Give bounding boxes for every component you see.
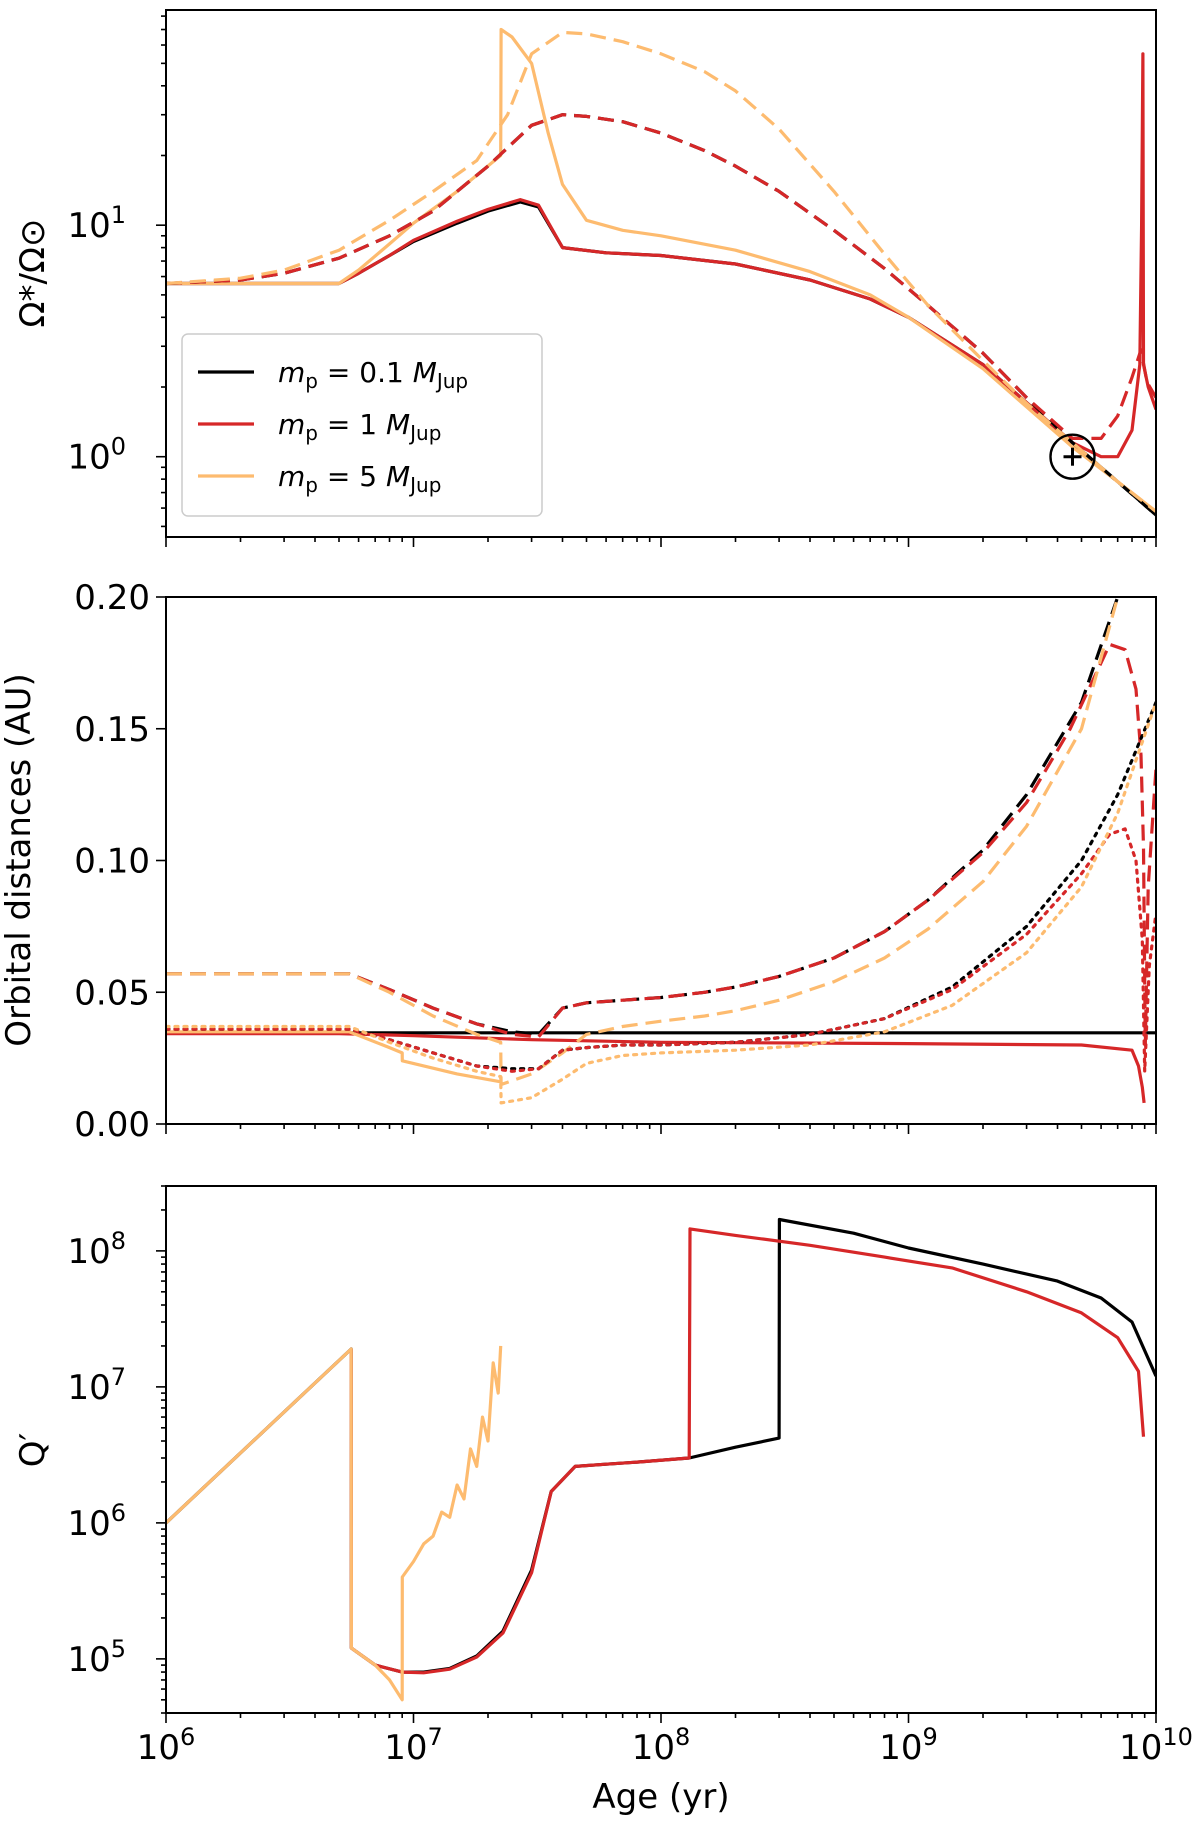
panel-distances-series-7 <box>166 827 1156 1073</box>
panel-omega-ytick-label: 100 <box>67 433 126 478</box>
panel-q-xtick-label: 108 <box>632 1723 691 1768</box>
panel-distances-series-2 <box>166 1030 501 1084</box>
panel-q-xtick-label: 106 <box>137 1723 196 1768</box>
panel-omega-series-5 <box>166 30 1156 513</box>
legend-label-0-1: mp = 0.1 MJup <box>278 356 468 393</box>
panel-q-series-2 <box>166 1345 503 1702</box>
panel-omega-series-1 <box>166 52 1156 459</box>
panel-distances-ytick-label: 0.15 <box>74 710 150 750</box>
panel-distances-series-4 <box>166 642 1156 1047</box>
legend-label-1: mp = 1 MJup <box>278 408 441 445</box>
panel-q-series-0 <box>166 1217 1156 1674</box>
q-y-axis-label: Q′ <box>13 1433 53 1467</box>
panel-q-xtick-label: 109 <box>879 1723 938 1768</box>
legend: mp = 0.1 MJup mp = 1 MJup mp = 5 MJup <box>181 333 543 517</box>
panel-distances-series-6 <box>166 700 1156 1071</box>
panel-q-xtick-label: 107 <box>384 1723 443 1768</box>
legend-entry-5: mp = 5 MJup <box>198 460 441 497</box>
distances-ticks-layer: 0.00 0.05 0.10 0.15 0.20 <box>74 578 1157 1145</box>
panel-distances-series-5 <box>166 597 1120 1087</box>
omega-ticks-layer: 100 101 <box>67 15 1157 547</box>
panel-q-ytick-label: 106 <box>67 1499 126 1544</box>
panel-distances-ytick-label: 0.05 <box>74 973 150 1013</box>
legend-box <box>181 333 543 517</box>
panel-q-xtick-label: 1010 <box>1119 1723 1193 1768</box>
q-x-axis-label: Age (yr) <box>592 1777 729 1817</box>
panel-distances-series-8 <box>166 700 1156 1105</box>
q-axes-frame <box>165 1185 1157 1714</box>
panel-distances-ytick-label: 0.10 <box>74 842 150 882</box>
legend-label-5: mp = 5 MJup <box>278 460 441 497</box>
legend-entry-0-1: mp = 0.1 MJup <box>198 356 468 393</box>
panel-omega-series-4 <box>166 113 1156 440</box>
sun-symbol-icon <box>1049 433 1096 480</box>
panel-distances-ytick-label: 0.00 <box>74 1105 150 1145</box>
panel-q-ytick-label: 105 <box>67 1635 126 1680</box>
legend-entry-1: mp = 1 MJup <box>198 408 441 445</box>
omega-series-layer <box>166 27 1156 517</box>
panel-omega-ytick-label: 101 <box>67 201 126 246</box>
omega-y-axis-label: Ω*/Ω⊙ <box>13 219 53 328</box>
panel-q-ytick-label: 107 <box>67 1363 126 1408</box>
panel-omega: 100 101 Ω*/Ω⊙ mp = 0.1 MJup mp = 1 MJup m… <box>13 9 1157 547</box>
panel-distances-series-1 <box>166 1031 1146 1104</box>
panel-distances-ytick-label: 0.20 <box>74 578 150 618</box>
panel-q-series-1 <box>349 1227 1146 1675</box>
q-series-layer <box>166 1217 1156 1702</box>
panel-distances: 0.00 0.05 0.10 0.15 0.20 Orbital distances (… <box>0 578 1157 1145</box>
panel-omega-series-2 <box>166 27 1156 513</box>
distances-y-axis-label: Orbital distances (AU) <box>0 673 39 1046</box>
panel-q-ytick-label: 108 <box>67 1227 126 1272</box>
distances-series-layer <box>166 597 1156 1105</box>
